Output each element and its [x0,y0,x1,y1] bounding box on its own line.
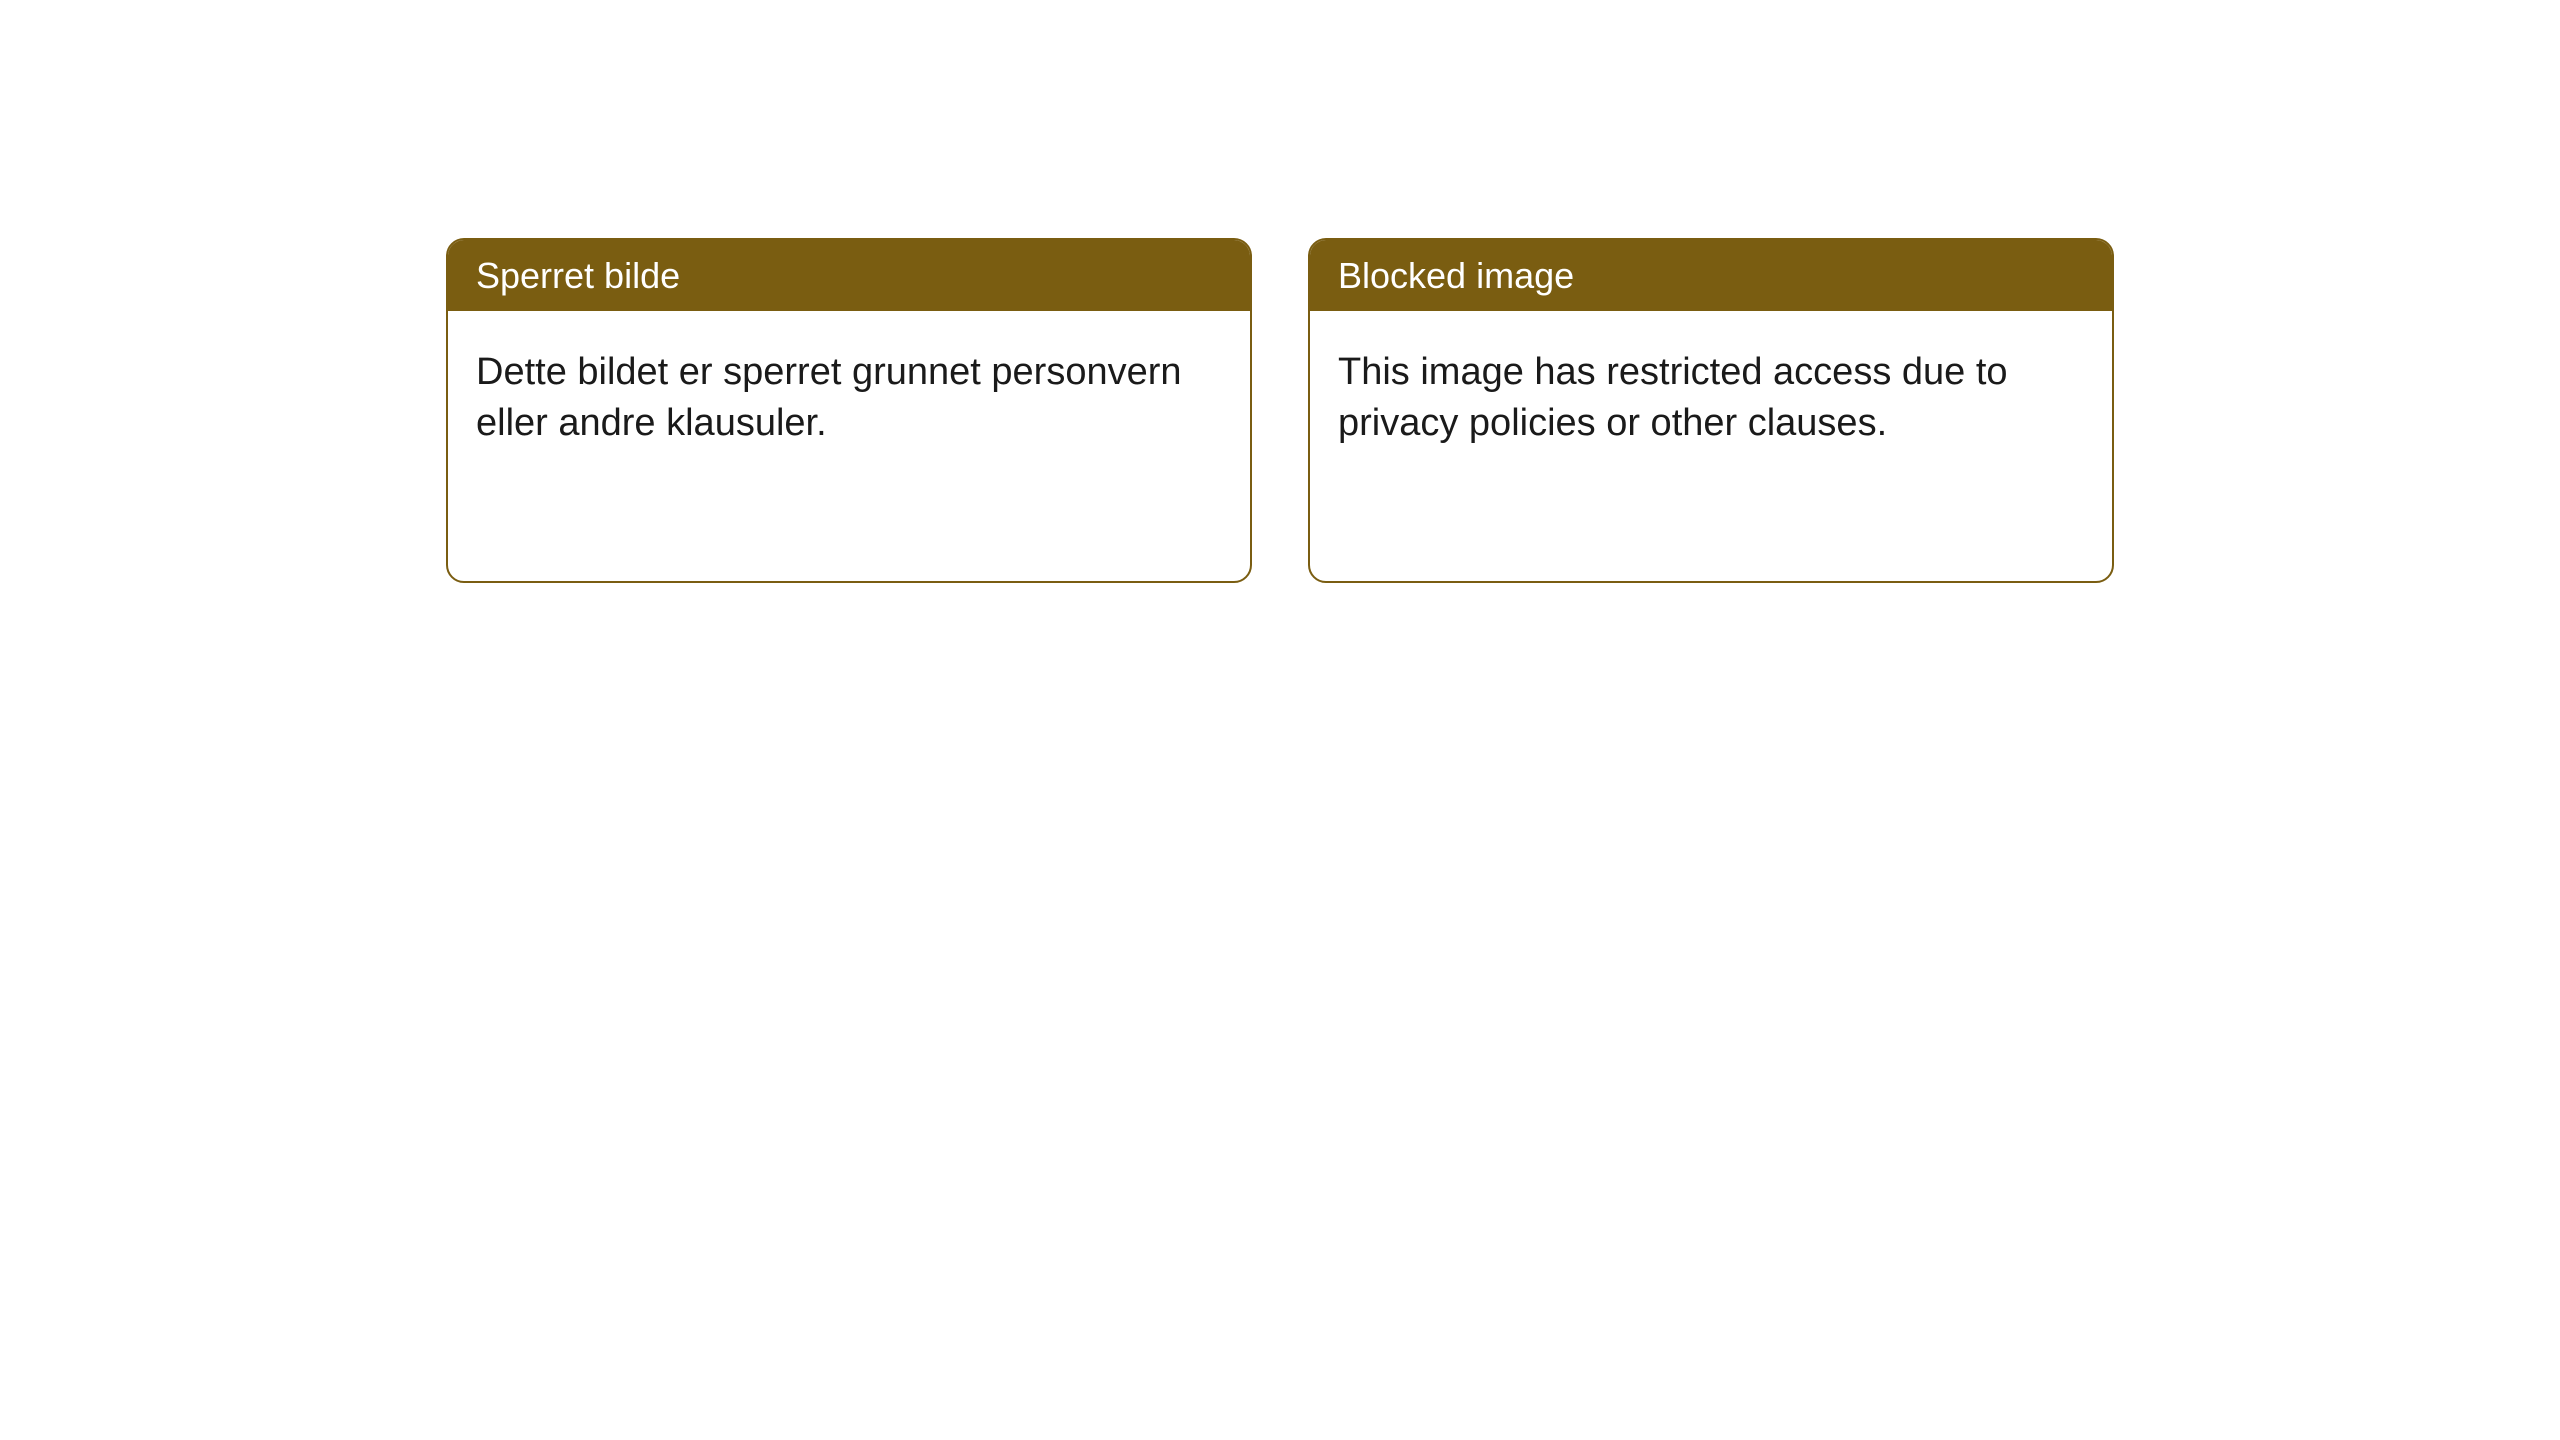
notice-card-norwegian: Sperret bilde Dette bildet er sperret gr… [446,238,1252,583]
notice-body: Dette bildet er sperret grunnet personve… [448,311,1250,581]
notice-container: Sperret bilde Dette bildet er sperret gr… [0,0,2560,583]
notice-body-text: Dette bildet er sperret grunnet personve… [476,351,1182,444]
notice-header: Blocked image [1310,240,2112,311]
notice-title: Blocked image [1338,255,1574,296]
notice-body-text: This image has restricted access due to … [1338,351,2008,444]
notice-body: This image has restricted access due to … [1310,311,2112,581]
notice-card-english: Blocked image This image has restricted … [1308,238,2114,583]
notice-header: Sperret bilde [448,240,1250,311]
notice-title: Sperret bilde [476,255,680,296]
